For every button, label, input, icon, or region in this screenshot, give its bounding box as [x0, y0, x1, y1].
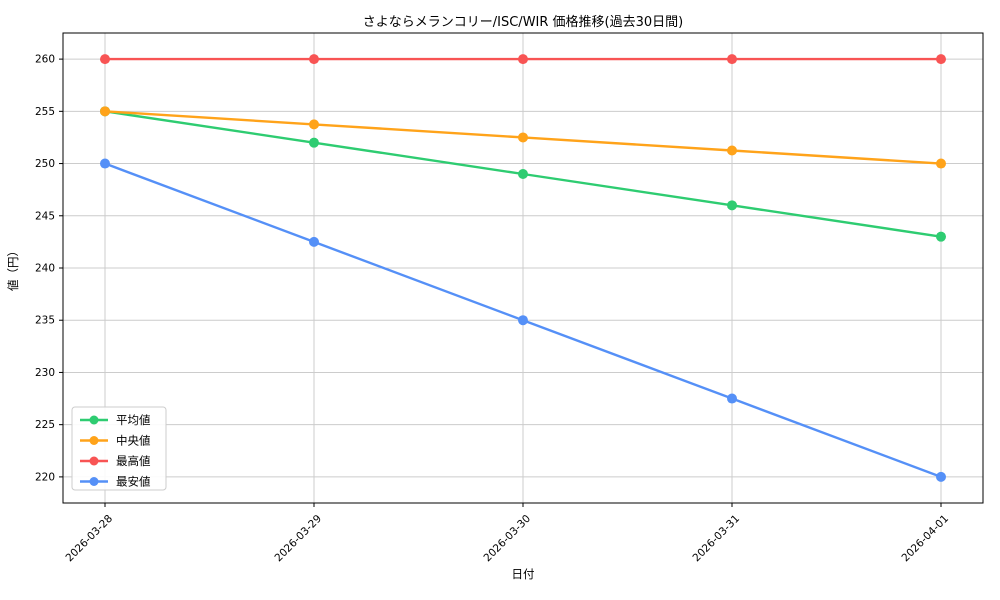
y-tick-label: 245	[35, 210, 55, 222]
legend-label-max: 最高値	[116, 454, 151, 468]
data-point-median	[936, 158, 946, 169]
x-tick-label: 2026-03-30	[481, 513, 533, 565]
legend-label-min: 最安値	[116, 475, 151, 489]
data-point-min	[309, 236, 319, 247]
y-tick-label: 225	[35, 419, 55, 431]
chart-title: さよならメランコリー/ISC/WIR 価格推移(過去30日間)	[363, 14, 683, 30]
y-tick-label: 240	[35, 263, 55, 275]
data-point-mean	[309, 137, 319, 148]
y-tick-label: 220	[35, 471, 55, 483]
legend-marker-dot-median	[89, 436, 99, 445]
x-tick-label: 2026-03-29	[272, 513, 324, 565]
data-point-min	[100, 158, 110, 169]
data-point-median	[100, 106, 110, 117]
data-point-min	[727, 393, 737, 404]
data-point-max	[936, 54, 946, 65]
y-axis-label: 値（円）	[6, 245, 20, 291]
x-axis-label: 日付	[512, 567, 535, 581]
data-point-min	[518, 315, 528, 326]
x-tick-label: 2026-04-01	[899, 513, 951, 565]
legend-label-median: 中央値	[116, 434, 151, 448]
y-tick-label: 260	[35, 54, 55, 66]
data-point-max	[518, 54, 528, 65]
y-tick-label: 235	[35, 315, 55, 327]
legend-marker-dot-max	[89, 456, 99, 466]
data-point-max	[309, 54, 319, 65]
data-point-min	[936, 471, 946, 482]
data-point-max	[100, 54, 110, 65]
legend-marker-dot-mean	[89, 415, 99, 425]
y-tick-label: 250	[35, 158, 55, 170]
data-point-mean	[936, 231, 946, 242]
y-tick-label: 230	[35, 367, 55, 379]
data-point-median	[309, 119, 319, 130]
data-point-median	[518, 132, 528, 143]
y-tick-label: 255	[35, 106, 55, 118]
x-tick-label: 2026-03-31	[690, 513, 742, 565]
legend-marker-dot-min	[89, 477, 99, 486]
data-point-mean	[518, 169, 528, 179]
legend-box	[71, 406, 167, 491]
data-point-median	[727, 145, 737, 156]
plot-area: 220 225 230 235 240 245 250 255 260 2026-03-28 202…	[35, 32, 984, 565]
legend-label-mean: 平均値	[116, 413, 151, 427]
x-tick-label: 2026-03-28	[63, 513, 115, 565]
data-point-mean	[727, 200, 737, 211]
data-point-max	[727, 54, 737, 65]
